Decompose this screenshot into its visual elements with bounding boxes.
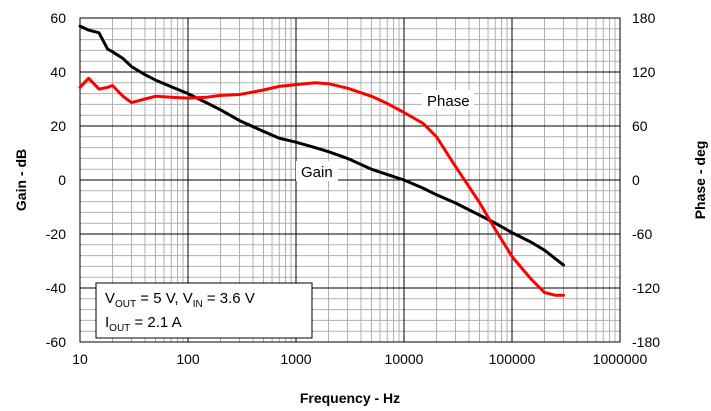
x-axis-title: Frequency - Hz <box>300 390 400 406</box>
y-tick-label: -40 <box>46 280 66 296</box>
gain-series-label: Gain <box>301 164 333 181</box>
y2-tick-label: 0 <box>632 172 640 188</box>
y2-tick-label: 120 <box>632 64 656 80</box>
x-tick-label: 10000 <box>385 351 424 367</box>
phase-label-bg <box>422 90 474 110</box>
series-lines <box>78 24 565 297</box>
y2-tick-label: -60 <box>632 226 652 242</box>
y2-tick-label: -180 <box>632 334 660 350</box>
y2-tick-label: 60 <box>632 118 648 134</box>
condition-iout: IOUT = 2.1 A <box>105 314 182 334</box>
y-tick-label: 20 <box>50 118 66 134</box>
y-axis-title: Gain - dB <box>13 149 29 211</box>
phase-series-line <box>78 76 565 297</box>
condition-box <box>95 282 313 339</box>
y-tick-label: 40 <box>50 64 66 80</box>
x-tick-label: 100000 <box>489 351 536 367</box>
y2-axis-title: Phase - deg <box>692 141 708 220</box>
y-tick-label: -20 <box>46 226 66 242</box>
condition-vout-vin: VOUT = 5 V, VIN = 3.6 V <box>105 290 255 310</box>
gain-label-bg <box>296 161 338 181</box>
y-tick-label: -60 <box>46 334 66 350</box>
y-tick-label: 0 <box>58 172 66 188</box>
y-tick-labels: 60 40 20 0 -20 -40 -60 <box>46 10 66 350</box>
y2-tick-labels: 180 120 60 0 -60 -120 -180 <box>632 10 660 350</box>
y2-tick-label: 180 <box>632 10 656 26</box>
phase-series-label: Phase <box>427 93 470 110</box>
plot-frame <box>79 17 621 343</box>
x-tick-label: 1000 <box>280 351 311 367</box>
x-tick-label: 100 <box>176 351 200 367</box>
x-tick-labels: 10 100 1000 10000 100000 1000000 <box>72 351 647 367</box>
y2-tick-label: -120 <box>632 280 660 296</box>
y-tick-label: 60 <box>50 10 66 26</box>
gain-series-line <box>78 24 565 267</box>
x-tick-label: 10 <box>72 351 88 367</box>
x-tick-label: 1000000 <box>593 351 648 367</box>
